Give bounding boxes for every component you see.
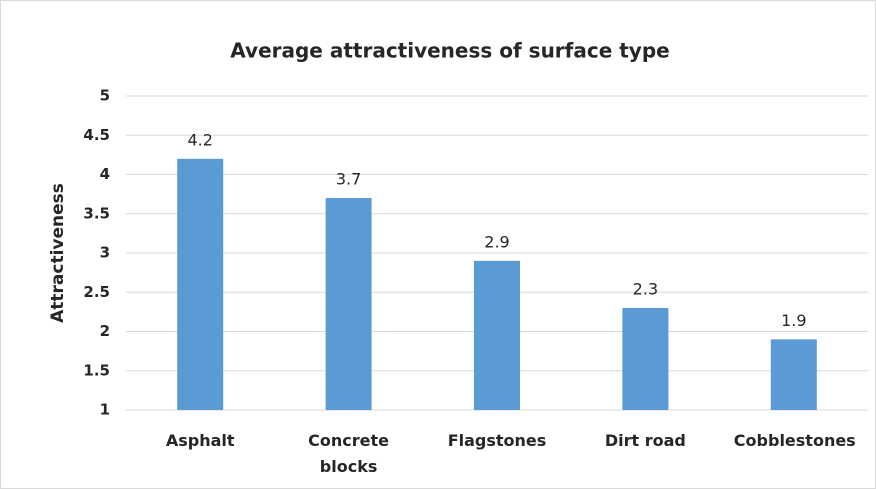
bar: [474, 260, 520, 410]
data-label: 2.9: [484, 232, 509, 251]
y-tick-label: 3: [100, 244, 110, 262]
bar: [325, 198, 372, 410]
bar: [770, 339, 817, 410]
y-tick-label: 4: [100, 165, 110, 183]
x-tick-label: Asphalt: [165, 431, 235, 450]
y-tick-label: 4.5: [83, 126, 110, 144]
y-tick-label: 1.5: [83, 361, 110, 379]
x-tick-label: Concrete blocks: [308, 431, 390, 476]
bar: [177, 158, 224, 410]
bar: [622, 307, 669, 410]
x-tick-label: Dirt road: [604, 431, 686, 450]
x-tick-label: Cobblestones: [733, 431, 856, 450]
y-tick-label: 2: [100, 322, 110, 340]
y-tick-label: 3.5: [83, 204, 110, 222]
y-tick-label: 1: [100, 401, 110, 419]
x-tick-label: Flagstones: [447, 431, 547, 450]
data-label: 4.2: [187, 130, 212, 149]
y-tick-label: 5: [100, 87, 110, 105]
y-axis-label: Attractiveness: [48, 183, 68, 323]
data-label: 3.7: [336, 170, 361, 189]
chart-title: Average attractiveness of surface type: [230, 39, 669, 63]
data-label: 2.3: [633, 279, 658, 298]
data-label: 1.9: [781, 311, 806, 330]
y-tick-label: 2.5: [83, 283, 110, 301]
